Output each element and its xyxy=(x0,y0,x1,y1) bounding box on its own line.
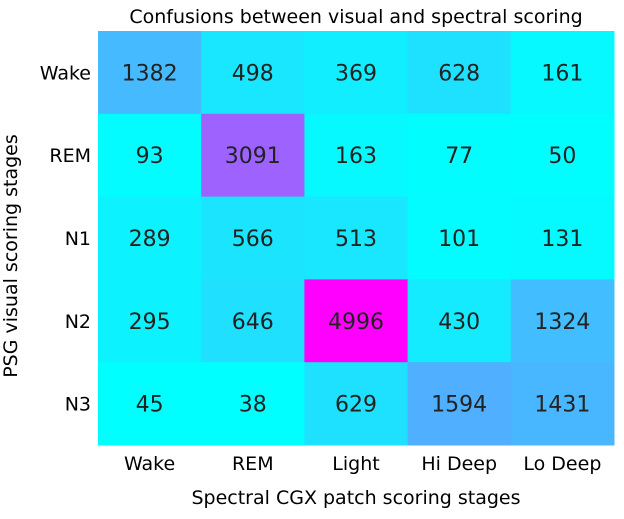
cell-value-label: 163 xyxy=(335,144,377,169)
cell-value-label: 430 xyxy=(438,310,480,335)
heatmap-cell xyxy=(201,362,305,446)
cell-value-label: 628 xyxy=(438,61,480,86)
x-tick-label: Lo Deep xyxy=(523,453,601,475)
heatmap-cell xyxy=(407,279,512,363)
cell-value-label: 77 xyxy=(445,144,473,169)
heatmap-cell xyxy=(407,31,512,115)
y-tick-label: REM xyxy=(49,145,91,167)
heatmap-cell xyxy=(201,113,305,198)
cell-value-label: 3091 xyxy=(225,144,281,169)
heatmap-cell xyxy=(98,31,202,115)
heatmap-cell-labels: 1382 498 369 628 161 93 3091 163 77 50 289 566 513 10… xyxy=(122,61,591,417)
x-tick-label: Light xyxy=(332,453,379,475)
heatmap-cells xyxy=(98,31,615,446)
heatmap-cell xyxy=(510,362,615,446)
cell-value-label: 38 xyxy=(239,393,267,418)
cell-value-label: 131 xyxy=(541,227,583,252)
cell-value-label: 295 xyxy=(129,310,171,335)
cell-value-label: 93 xyxy=(136,144,164,169)
heatmap-cell xyxy=(510,31,615,115)
heatmap-cell xyxy=(304,362,409,446)
y-tick-labels: Wake REM N1 N2 N3 xyxy=(40,62,91,415)
heatmap-cell xyxy=(98,362,202,446)
cell-value-label: 4996 xyxy=(328,310,384,335)
x-axis-label: Spectral CGX patch scoring stages xyxy=(191,487,520,509)
cell-value-label: 161 xyxy=(541,61,583,86)
heatmap-cell xyxy=(304,31,409,115)
heatmap-cell xyxy=(407,196,512,280)
x-tick-label: Hi Deep xyxy=(421,453,497,475)
heatmap-cell xyxy=(201,31,305,115)
cell-value-label: 1382 xyxy=(122,61,178,86)
chart-title: Confusions between visual and spectral s… xyxy=(129,6,582,28)
cell-value-label: 513 xyxy=(335,227,377,252)
y-tick-label: N3 xyxy=(65,394,91,416)
heatmap-cell xyxy=(407,362,512,446)
heatmap-cell xyxy=(304,279,409,363)
heatmap-cell xyxy=(510,279,615,363)
heatmap-cell xyxy=(98,113,202,198)
cell-value-label: 646 xyxy=(232,310,274,335)
y-tick-label: Wake xyxy=(40,62,91,84)
cell-value-label: 629 xyxy=(335,393,377,418)
cell-value-label: 45 xyxy=(136,393,164,418)
cell-value-label: 50 xyxy=(548,144,576,169)
heatmap-cell xyxy=(510,196,615,280)
heatmap-cell xyxy=(407,113,512,198)
heatmap-cell xyxy=(304,196,409,280)
cell-value-label: 1594 xyxy=(431,393,487,418)
heatmap-cell xyxy=(510,113,615,198)
x-tick-labels: Wake REM Light Hi Deep Lo Deep xyxy=(124,453,601,475)
cell-value-label: 369 xyxy=(335,61,377,86)
x-tick-label: Wake xyxy=(124,453,175,475)
heatmap-cell xyxy=(304,113,409,198)
cell-value-label: 1324 xyxy=(534,310,590,335)
y-tick-label: N2 xyxy=(65,311,91,333)
cell-value-label: 1431 xyxy=(534,393,590,418)
heatmap-cell xyxy=(201,196,305,280)
cell-value-label: 498 xyxy=(232,61,274,86)
heatmap-cell xyxy=(201,279,305,363)
cell-value-label: 101 xyxy=(438,227,480,252)
y-axis-label: PSG visual scoring stages xyxy=(0,134,22,378)
y-tick-label: N1 xyxy=(65,228,91,250)
heatmap-cell xyxy=(98,279,202,363)
cell-value-label: 289 xyxy=(129,227,171,252)
cell-value-label: 566 xyxy=(232,227,274,252)
heatmap-cell xyxy=(98,196,202,280)
x-tick-label: REM xyxy=(232,453,274,475)
